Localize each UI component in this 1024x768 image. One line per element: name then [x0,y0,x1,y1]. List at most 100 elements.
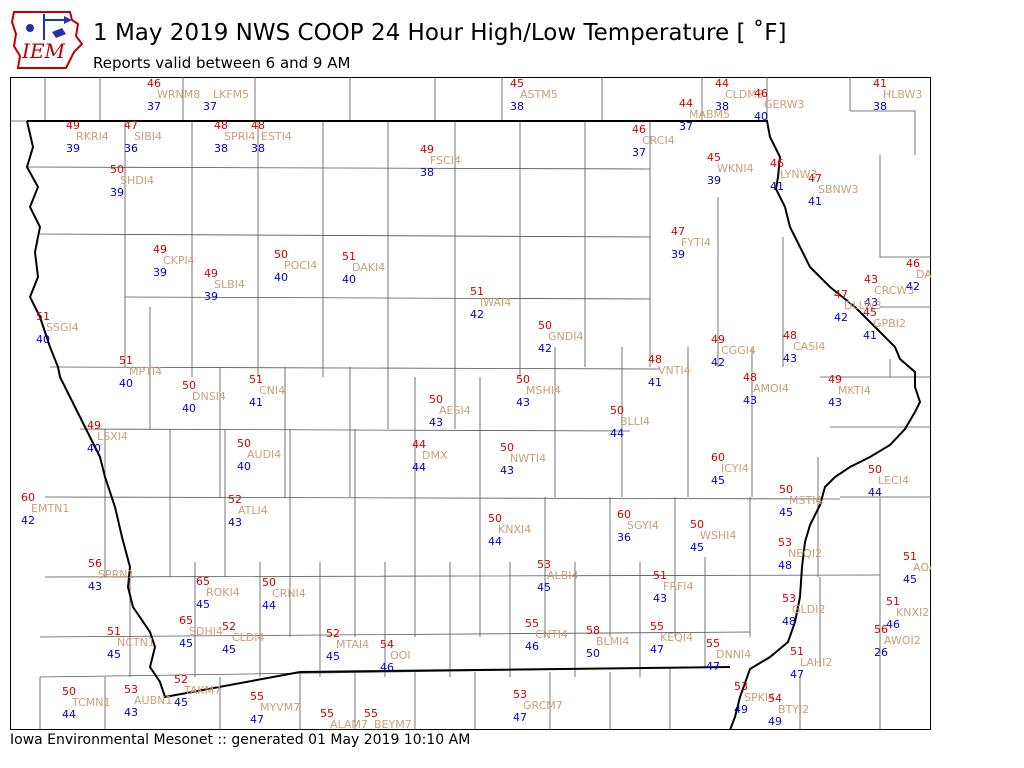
station-id: NEQI2 [788,547,822,560]
high-temp: 46 [906,257,920,270]
station-id: NCTN1 [117,636,155,649]
high-temp: 50 [110,163,124,176]
high-temp: 48 [743,371,757,384]
low-temp: 49 [734,703,748,716]
high-temp: 45 [863,306,877,319]
station-id: MKTI4 [838,384,871,397]
low-temp: 43 [88,580,102,593]
high-temp: 41 [873,77,887,90]
station-id: AESI4 [439,404,471,417]
high-temp: 51 [470,285,484,298]
station-id: CRCI4 [642,134,675,147]
high-temp: 50 [274,248,288,261]
station-id: IWAI4 [480,296,511,309]
high-temp: 53 [124,683,138,696]
high-temp: 46 [147,77,161,90]
high-temp: 52 [222,620,236,633]
station-id: ESTI4 [261,130,292,143]
low-temp: 42 [906,280,920,293]
low-temp: 45 [107,648,121,661]
low-temp: 39 [204,290,218,303]
low-temp: 43 [828,396,842,409]
low-temp: 40 [119,377,133,390]
high-temp: 51 [119,354,133,367]
station-id: LKFM5 [213,88,249,101]
low-temp: 44 [262,599,276,612]
station-id: MTAI4 [336,638,369,651]
high-temp: 45 [510,77,524,90]
high-temp: 65 [179,614,193,627]
station-id: HLBW3 [883,88,922,101]
station-id: BTYI2 [778,703,809,716]
station-id: GERW3 [764,98,805,111]
high-temp: 44 [679,97,693,110]
station-id: AUDI4 [247,448,281,461]
high-temp: 55 [320,707,334,720]
high-temp: 50 [62,685,76,698]
station-id: RKRI4 [76,130,109,143]
station-id: DAR [916,268,931,281]
low-temp: 41 [770,180,784,193]
low-temp: 46 [525,640,539,653]
temperature-map: 46WRNM837LKFM53745ASTM53844CLDM53846GERW… [10,77,931,730]
low-temp: 46 [380,661,394,674]
high-temp: 51 [36,310,50,323]
station-id: SIBI4 [134,130,162,143]
low-temp: 50 [586,647,600,660]
low-temp: 42 [711,356,725,369]
low-temp: 43 [743,394,757,407]
low-temp: 38 [510,100,524,113]
station-id: NWTI4 [510,452,546,465]
station-id: AMOI4 [753,382,789,395]
low-temp: 41 [648,376,662,389]
high-temp: 50 [690,518,704,531]
low-temp: 37 [147,100,161,113]
station-id: KNXI4 [498,523,531,536]
low-temp: 40 [754,110,768,123]
low-temp: 44 [868,486,882,499]
station-plots: 46WRNM837LKFM53745ASTM53844CLDM53846GERW… [21,77,931,730]
low-temp: 45 [179,637,193,650]
station-id: CNTI4 [535,628,568,641]
high-temp: 60 [21,491,35,504]
high-temp: 58 [586,624,600,637]
high-temp: 50 [868,463,882,476]
low-temp: 40 [36,333,50,346]
low-temp: 45 [537,581,551,594]
low-temp: 45 [326,650,340,663]
low-temp: 41 [249,396,263,409]
station-id: ICYI4 [721,462,749,475]
station-id: DAKI4 [352,261,385,274]
low-temp: 42 [470,308,484,321]
high-temp: 49 [711,333,725,346]
high-temp: 51 [790,645,804,658]
high-temp: 50 [516,373,530,386]
low-temp: 43 [228,516,242,529]
high-temp: 55 [364,707,378,720]
high-temp: 60 [617,508,631,521]
station-id: SPRN1 [98,568,135,581]
station-id: CRNI4 [272,587,306,600]
